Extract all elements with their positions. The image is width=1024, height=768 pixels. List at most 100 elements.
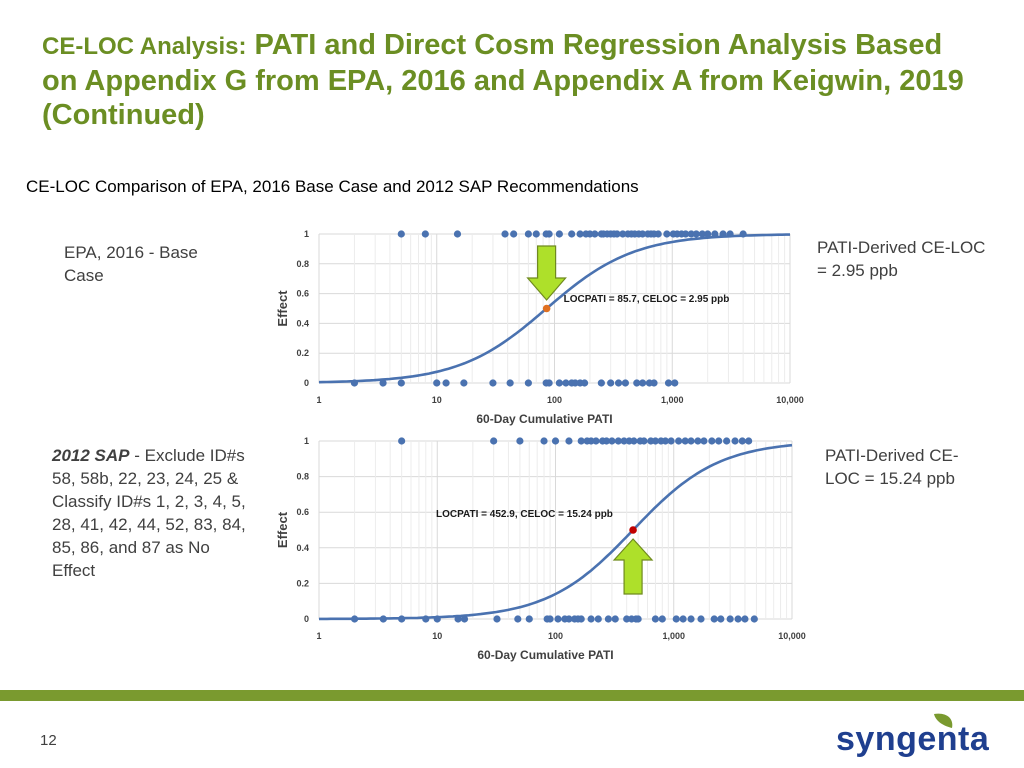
chart2-effect-point bbox=[661, 437, 670, 445]
chart2-effect-point bbox=[745, 437, 753, 445]
chart2-no-effect-point bbox=[398, 615, 406, 623]
chart2-effect-point bbox=[592, 437, 600, 445]
chart2-no-effect-point bbox=[422, 615, 430, 623]
chart2-no-effect-point bbox=[672, 615, 680, 623]
chart1-effect-point bbox=[501, 230, 509, 238]
chart2-no-effect-point bbox=[433, 615, 441, 623]
chart2-y-tick-label: 0.2 bbox=[296, 578, 309, 588]
chart2-no-effect-point bbox=[565, 615, 573, 623]
chart1-no-effect-point bbox=[397, 379, 405, 387]
chart1-y-axis-label: Effect bbox=[275, 290, 290, 327]
chart1-y-tick-label: 0 bbox=[304, 378, 309, 388]
chart2-effect-point bbox=[708, 437, 716, 445]
chart1-no-effect-point bbox=[350, 379, 359, 387]
chart2-effect-point bbox=[681, 437, 689, 445]
chart2-no-effect-point bbox=[379, 615, 387, 623]
chart1-effect-point bbox=[726, 230, 734, 238]
chart2-no-effect-point bbox=[697, 615, 705, 623]
chart1-effect-point bbox=[687, 230, 695, 238]
chart1-no-effect-point bbox=[379, 379, 387, 387]
chart2-effect-point bbox=[723, 437, 731, 445]
panel2-left-label-rest: - Exclude ID#s 58, 58b, 22, 23, 24, 25 &… bbox=[52, 446, 246, 580]
chart2-effect-point bbox=[620, 437, 628, 445]
chart2-y-tick-label: 1 bbox=[304, 436, 309, 446]
chart2-effect-point bbox=[577, 437, 585, 445]
chart2-no-effect-point bbox=[651, 615, 660, 623]
chart1-annotation: LOCPATI = 85.7, CELOC = 2.95 ppb bbox=[564, 294, 730, 305]
chart1-no-effect-point bbox=[633, 379, 641, 387]
chart2-effect-point bbox=[651, 437, 660, 445]
chart2-effect-point bbox=[694, 437, 702, 445]
chart1-effect-point bbox=[698, 230, 706, 238]
chart2-no-effect-point bbox=[634, 615, 642, 623]
chart1-effect-point bbox=[719, 230, 727, 238]
chart2-x-tick-label: 1 bbox=[316, 631, 321, 641]
chart2-no-effect-point bbox=[611, 615, 619, 623]
chart2-no-effect-point bbox=[594, 615, 602, 623]
chart1-effect-point bbox=[654, 230, 662, 238]
chart2-no-effect-point bbox=[493, 615, 501, 623]
chart1-no-effect-point bbox=[545, 379, 553, 387]
chart2-no-effect-point bbox=[546, 615, 554, 623]
chart2-x-tick-label: 1,000 bbox=[662, 631, 685, 641]
chart1-arrow-down-icon bbox=[526, 245, 567, 301]
chart2-y-tick-label: 0.6 bbox=[296, 507, 309, 517]
chart2-no-effect-point bbox=[525, 615, 533, 623]
chart1-no-effect-point bbox=[614, 379, 623, 387]
chart2-no-effect-point bbox=[554, 615, 562, 623]
chart1-effect-point bbox=[576, 230, 584, 238]
chart1-effect-point bbox=[524, 230, 532, 238]
chart1-celoc-marker bbox=[542, 304, 551, 313]
chart1-effect-point bbox=[638, 230, 647, 238]
chart2-effect-point bbox=[667, 437, 675, 445]
chart1-effect-point bbox=[591, 230, 599, 238]
chart1-effect-point bbox=[682, 230, 690, 238]
chart1-y-tick-label: 1 bbox=[304, 229, 309, 239]
chart2-no-effect-point bbox=[687, 615, 695, 623]
chart2-effect-point bbox=[602, 437, 611, 445]
chart1-y-tick-label: 0.4 bbox=[296, 318, 309, 328]
chart1-no-effect-point bbox=[442, 379, 450, 387]
chart1-x-tick-label: 1 bbox=[316, 395, 321, 405]
footer-bar bbox=[0, 690, 1024, 701]
chart1-effect-point bbox=[510, 230, 518, 238]
title-rest: PATI and Direct Cosm Regression Analysis… bbox=[42, 29, 964, 131]
chart1-x-axis-label: 60-Day Cumulative PATI bbox=[476, 412, 612, 426]
chart1-effect-point bbox=[453, 230, 462, 238]
chart2-effect-point bbox=[700, 437, 708, 445]
chart1-effect-point bbox=[397, 230, 405, 238]
chart2-effect-point bbox=[630, 437, 638, 445]
chart1-no-effect-point bbox=[650, 379, 658, 387]
chart1-x-tick-label: 10,000 bbox=[776, 395, 804, 405]
chart1-no-effect-point bbox=[664, 379, 673, 387]
chart2-effect-point bbox=[516, 437, 524, 445]
chart2-regression-curve bbox=[319, 443, 793, 621]
chart2-arrow-up-icon bbox=[612, 538, 654, 595]
chart1-x-tick-label: 10 bbox=[432, 395, 442, 405]
panel2-left-label: 2012 SAP - Exclude ID#s 58, 58b, 22, 23,… bbox=[52, 444, 257, 582]
chart2-no-effect-point bbox=[514, 615, 522, 623]
chart2-y-tick-label: 0.4 bbox=[296, 543, 309, 553]
chart2-effect-point bbox=[738, 437, 746, 445]
chart2-y-tick-label: 0 bbox=[304, 614, 309, 624]
chart2-no-effect-point bbox=[577, 615, 585, 623]
chart2-effect-point bbox=[398, 437, 406, 445]
chart2-effect-point bbox=[614, 437, 622, 445]
panel2-right-label: PATI-Derived CE-LOC = 15.24 ppb bbox=[825, 446, 959, 488]
panel2-left-label-bold: 2012 SAP bbox=[52, 446, 130, 465]
chart1-no-effect-point bbox=[607, 379, 615, 387]
chart1-effect-point bbox=[739, 230, 747, 238]
chart1-no-effect-point bbox=[621, 379, 629, 387]
chart1-y-tick-label: 0.6 bbox=[296, 289, 309, 299]
chart2-x-tick-label: 10,000 bbox=[778, 631, 806, 641]
chart1-effect-point bbox=[568, 230, 576, 238]
chart2-no-effect-point bbox=[350, 615, 359, 623]
chart2-no-effect-point bbox=[741, 615, 749, 623]
chart2-x-tick-label: 100 bbox=[548, 631, 563, 641]
chart1-effect-point bbox=[692, 230, 700, 238]
panel1-left-label: EPA, 2016 - Base Case bbox=[64, 243, 198, 285]
chart2-no-effect-point bbox=[726, 615, 734, 623]
chart2-no-effect-point bbox=[604, 615, 612, 623]
chart2-no-effect-point bbox=[750, 615, 758, 623]
